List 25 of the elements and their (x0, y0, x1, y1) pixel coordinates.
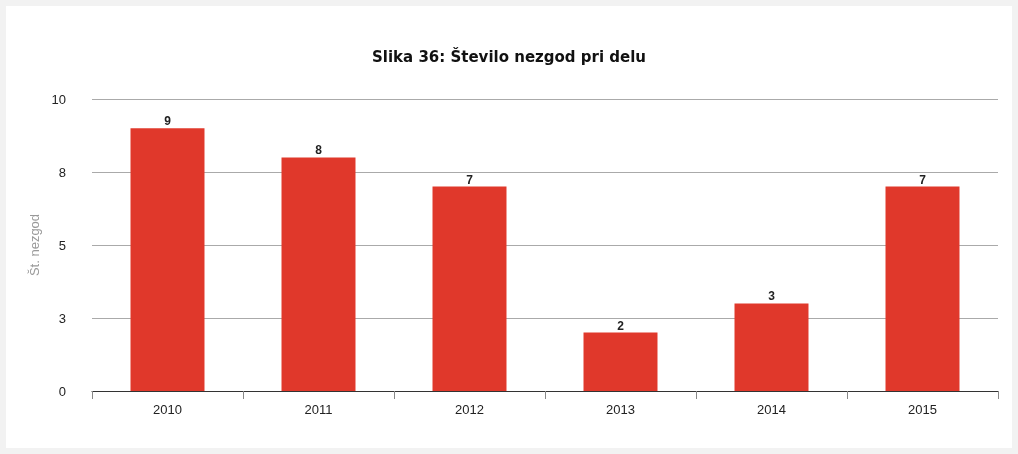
x-tick-label: 2012 (455, 402, 484, 417)
data-label: 8 (315, 143, 323, 158)
y-tick-label: 8 (58, 164, 66, 180)
x-tick-label: 2015 (908, 402, 937, 417)
bar (583, 332, 658, 391)
x-tick-label: 2011 (304, 402, 333, 417)
chart-title: Slika 36: Število nezgod pri delu (371, 46, 647, 66)
data-label: 9 (164, 114, 172, 129)
bar (281, 157, 356, 391)
y-axis-title: Št. nezgod (26, 213, 42, 277)
x-tick-label: 2014 (757, 402, 786, 417)
x-tick-label: 2010 (153, 402, 182, 417)
y-tick-label: 0 (58, 383, 66, 399)
data-label: 7 (919, 172, 927, 187)
data-label: 2 (617, 318, 625, 333)
x-tick-label: 2013 (606, 402, 635, 417)
bar (432, 186, 507, 391)
data-label: 7 (466, 172, 474, 187)
data-label: 3 (768, 289, 776, 304)
y-tick-label: 3 (58, 310, 66, 326)
bar (130, 128, 205, 391)
bar (734, 303, 809, 391)
y-tick-label: 10 (51, 91, 66, 107)
bar (885, 186, 960, 391)
y-tick-label: 5 (58, 237, 66, 253)
